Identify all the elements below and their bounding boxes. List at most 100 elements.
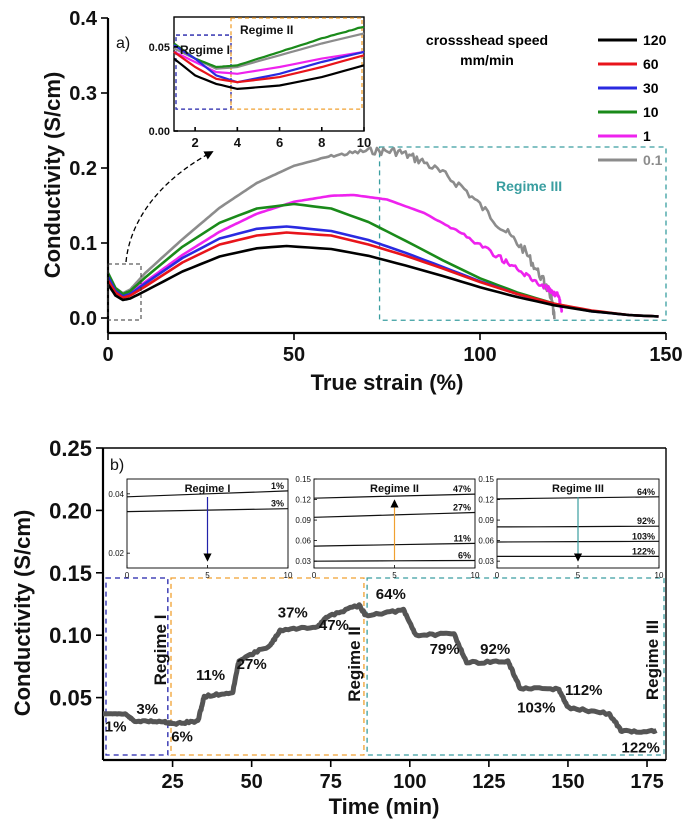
inset-x-tick-label-6: 6 [276, 135, 283, 150]
legend-label-120: 120 [643, 32, 667, 48]
b-x-tick-label-75: 75 [320, 771, 342, 793]
inset-curve-s120 [173, 57, 365, 91]
step-label-79pct: 79% [430, 641, 460, 658]
inset-regime-ii-box [230, 17, 363, 110]
small-inset-x-tick-label: 10 [471, 571, 480, 580]
step-label-92pct: 92% [480, 641, 510, 658]
step-label-27pct: 27% [237, 656, 267, 673]
panel-a-label: a) [116, 35, 130, 52]
step-label-37pct: 37% [278, 605, 308, 622]
inset-regime-i-label: Regime I [180, 43, 230, 57]
legend-label-10: 10 [643, 104, 659, 120]
small-inset-x-tick-label: 10 [284, 571, 293, 580]
small-inset-y-tick-label: 0.02 [108, 549, 124, 558]
small-inset-y-tick-label: 0.15 [295, 475, 311, 484]
panel-a-inset: 2 4 6 8 10 0.00 0.05 Regime I Regime II [149, 16, 371, 150]
series-line-60 [106, 231, 659, 318]
panel-b-x-axis-title: Time (min) [329, 794, 440, 819]
small-inset-1: 1% 3% 0 5 10 0.02 0.04 Regime I [108, 478, 293, 580]
zoom-arrow [125, 151, 214, 263]
series-line-10 [106, 202, 592, 313]
b-y-tick-label-0.2: 0.20 [49, 498, 92, 523]
legend: crossshead speed mm/min 120 60 30 10 1 0.1 [426, 32, 667, 168]
series-line-0p1 [106, 146, 556, 320]
small-inset-x-tick-label: 0 [312, 571, 317, 580]
small-inset-y-tick-label: 0.09 [295, 516, 311, 525]
small-inset-y-tick-label: 0.09 [478, 516, 494, 525]
inset-x-tick-label-8: 8 [318, 135, 325, 150]
b-x-tick-label-25: 25 [161, 771, 183, 793]
small-inset-line-label-27pct: 27% [453, 503, 471, 513]
x-tick-label-50: 50 [283, 344, 305, 366]
panel-a-y-axis-title: Conductivity (S/cm) [40, 72, 65, 279]
regime-ii-label: Regime II [345, 626, 364, 702]
legend-title-line-1: crossshead speed [426, 32, 548, 48]
inset-curve-s1 [173, 50, 365, 75]
x-tick-label-0: 0 [102, 344, 113, 366]
b-x-tick-label-125: 125 [472, 771, 505, 793]
b-y-tick-label-0.15: 0.15 [49, 561, 92, 586]
small-inset-line-label-3pct: 3% [271, 499, 284, 509]
step-label-6pct: 6% [171, 728, 193, 745]
inset-y-tick-label-0.05: 0.05 [149, 42, 170, 54]
small-inset-x-tick-label: 0 [495, 571, 500, 580]
y-tick-label-0.1: 0.1 [69, 233, 97, 255]
small-inset-line-label-47pct: 47% [453, 484, 471, 494]
small-inset-x-tick-label: 5 [205, 571, 210, 580]
y-tick-label-0.2: 0.2 [69, 158, 97, 180]
small-inset-y-tick-label: 0.12 [478, 496, 494, 505]
x-tick-label-100: 100 [463, 344, 496, 366]
b-y-tick-label-0.1: 0.10 [49, 623, 92, 648]
step-label-103pct: 103% [517, 700, 555, 717]
small-inset-y-tick-label: 0.03 [295, 557, 311, 566]
step-label-122pct: 122% [622, 740, 660, 757]
step-label-11pct: 11% [196, 667, 225, 684]
inset-x-tick-label-4: 4 [234, 135, 242, 150]
small-inset-line-6pct [313, 559, 476, 562]
b-x-tick-label-150: 150 [551, 771, 584, 793]
small-inset-y-tick-label: 0.06 [295, 537, 311, 546]
y-tick-label-0: 0.0 [69, 308, 97, 330]
panel-b-y-axis-title: Conductivity (S/cm) [10, 510, 35, 717]
b-x-tick-label-175: 175 [630, 771, 663, 793]
small-inset-x-tick-label: 10 [655, 571, 664, 580]
b-x-tick-label-50: 50 [241, 771, 263, 793]
inset-curve-s60 [173, 51, 365, 84]
legend-label-1: 1 [643, 128, 651, 144]
small-inset-x-tick-label: 5 [392, 571, 397, 580]
step-label-47pct: 47% [319, 617, 349, 634]
small-inset-y-tick-label: 0.15 [478, 475, 494, 484]
step-label-64pct: 64% [376, 586, 406, 603]
small-inset-y-tick-label: 0.06 [478, 537, 494, 546]
step-label-3pct: 3% [136, 701, 158, 718]
regime-iii-label-b: Regime III [643, 620, 662, 700]
small-inset-line-1pct [126, 490, 289, 498]
inset-x-tick-label-2: 2 [191, 135, 198, 150]
step-label-1pct: 1% [105, 718, 127, 735]
regime-ii-box [170, 577, 365, 756]
zoom-box [107, 263, 142, 321]
y-tick-label-0.4: 0.4 [69, 8, 98, 30]
inset-regime-i-box [175, 34, 232, 110]
b-y-tick-label-0.25: 0.25 [49, 436, 92, 461]
small-inset-line-label-122pct: 122% [632, 546, 655, 556]
regime-iii-box [366, 577, 665, 756]
regime-i-label: Regime I [151, 615, 170, 686]
x-tick-label-150: 150 [649, 344, 682, 366]
small-inset-line-label-64pct: 64% [637, 487, 655, 497]
panel-b-label: b) [110, 457, 124, 474]
regime-iii-label: Regime III [496, 178, 562, 194]
inset-regime-ii-label: Regime II [240, 23, 293, 37]
inset-x-tick-label-10: 10 [357, 135, 371, 150]
regime-iii-box [378, 146, 667, 321]
legend-title-line-2: mm/min [460, 52, 514, 68]
inset-y-tick-label-0: 0.00 [149, 126, 170, 138]
small-inset-line-label-92pct: 92% [637, 516, 655, 526]
small-inset-x-tick-label: 5 [576, 571, 581, 580]
small-inset-line-47pct [313, 493, 476, 499]
step-trace-line [102, 602, 658, 735]
small-inset-x-tick-label: 0 [125, 571, 130, 580]
step-label-112pct: 112% [565, 682, 603, 699]
